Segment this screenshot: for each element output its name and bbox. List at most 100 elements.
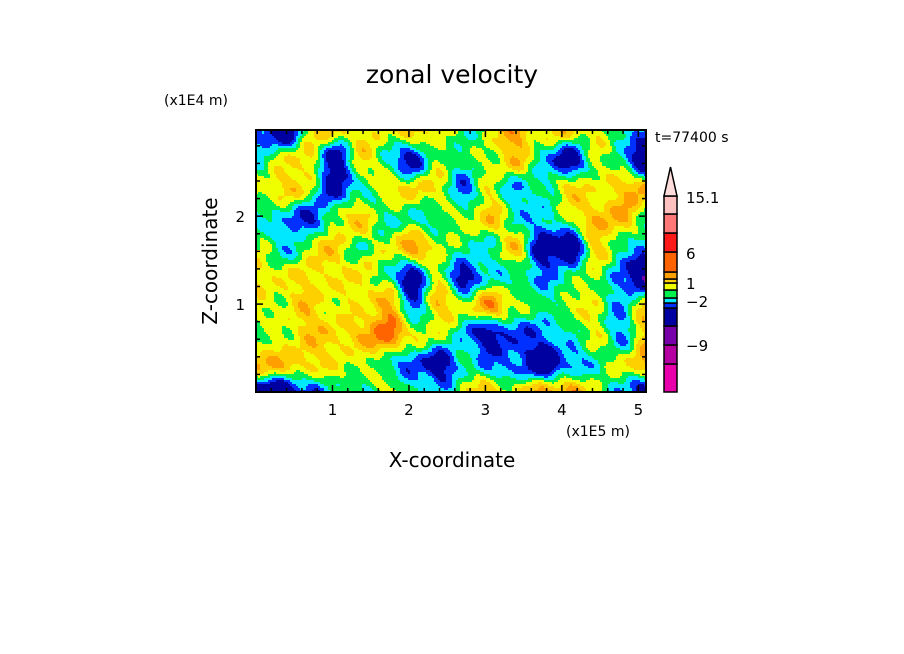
contour-cell (388, 206, 402, 208)
contour-cell (426, 280, 430, 282)
contour-cell (400, 260, 408, 262)
contour-cell (630, 382, 646, 384)
contour-cell (550, 372, 554, 374)
contour-cell (286, 162, 300, 164)
contour-cell (610, 248, 628, 250)
contour-cell (378, 338, 392, 340)
contour-cell (608, 252, 612, 254)
contour-cell (640, 170, 646, 172)
contour-cell (350, 334, 358, 336)
contour-cell (496, 270, 500, 272)
contour-cell (596, 138, 602, 140)
contour-cell (344, 180, 354, 182)
contour-cell (514, 232, 518, 234)
contour-cell (528, 170, 532, 172)
contour-cell (500, 274, 502, 276)
contour-cell (578, 254, 582, 256)
contour-cell (494, 302, 498, 304)
contour-cell (536, 332, 542, 334)
contour-cell (448, 244, 462, 246)
contour-cell (524, 328, 532, 330)
contour-cell (372, 242, 384, 244)
contour-cell (566, 304, 594, 306)
contour-cell (574, 342, 580, 344)
contour-cell (472, 174, 484, 176)
contour-cell (256, 160, 264, 162)
contour-cell (332, 134, 372, 136)
contour-cell (424, 172, 430, 174)
contour-cell (586, 340, 608, 342)
contour-cell (394, 366, 398, 368)
contour-cell (608, 256, 612, 258)
contour-cell (350, 336, 356, 338)
contour-cell (318, 148, 322, 150)
contour-cell (446, 248, 470, 250)
contour-cell (364, 326, 370, 328)
contour-cell (256, 218, 266, 220)
contour-cell (582, 264, 586, 266)
contour-cell (624, 226, 630, 228)
contour-cell (256, 236, 270, 238)
contour-cell (448, 334, 452, 336)
contour-cell (270, 266, 282, 268)
contour-cell (510, 252, 522, 254)
contour-cell (572, 296, 580, 298)
contour-cell (520, 322, 530, 324)
contour-cell (408, 294, 418, 296)
contour-cell (528, 254, 530, 256)
contour-cell (534, 222, 546, 224)
contour-cell (436, 300, 438, 302)
contour-cell (532, 380, 544, 382)
contour-cell (370, 366, 394, 368)
contour-cell (382, 316, 388, 318)
contour-cell (308, 178, 312, 180)
contour-cell (318, 190, 322, 192)
contour-cell (578, 152, 580, 154)
contour-cell (400, 300, 404, 302)
contour-cell (426, 132, 428, 134)
contour-cell (306, 262, 322, 264)
contour-cell (378, 388, 394, 390)
contour-cell (588, 246, 592, 248)
contour-cell (556, 376, 564, 378)
contour-cell (266, 362, 284, 364)
contour-cell (306, 334, 310, 336)
contour-cell (374, 358, 380, 360)
contour-cell (376, 152, 380, 154)
contour-cell (268, 370, 280, 372)
contour-cell (530, 232, 534, 234)
contour-cell (418, 296, 422, 298)
contour-cell (308, 172, 314, 174)
contour-cell (482, 138, 492, 140)
contour-cell (284, 288, 288, 290)
contour-cell (538, 388, 548, 390)
contour-cell (308, 384, 318, 386)
contour-cell (458, 360, 472, 362)
contour-cell (430, 282, 434, 284)
contour-cell (634, 372, 646, 374)
contour-cell (470, 182, 474, 184)
contour-cell (602, 154, 620, 156)
contour-cell (322, 156, 326, 158)
contour-cell (272, 366, 284, 368)
contour-cell (278, 304, 288, 306)
contour-cell (436, 290, 448, 292)
contour-cell (634, 340, 638, 342)
contour-cell (562, 152, 578, 154)
contour-cell (374, 328, 394, 330)
contour-cell (630, 302, 638, 304)
contour-cell (336, 290, 346, 292)
contour-cell (548, 198, 562, 200)
contour-cell (308, 256, 340, 258)
contour-cell (554, 144, 558, 146)
contour-cell (550, 202, 560, 204)
contour-cell (400, 302, 404, 304)
contour-cell (408, 224, 416, 226)
contour-cell (588, 136, 596, 138)
contour-cell (348, 144, 352, 146)
contour-cell (404, 376, 418, 378)
contour-cell (486, 304, 494, 306)
contour-cell (420, 200, 436, 202)
contour-cell (336, 332, 348, 334)
contour-cell (536, 224, 568, 226)
